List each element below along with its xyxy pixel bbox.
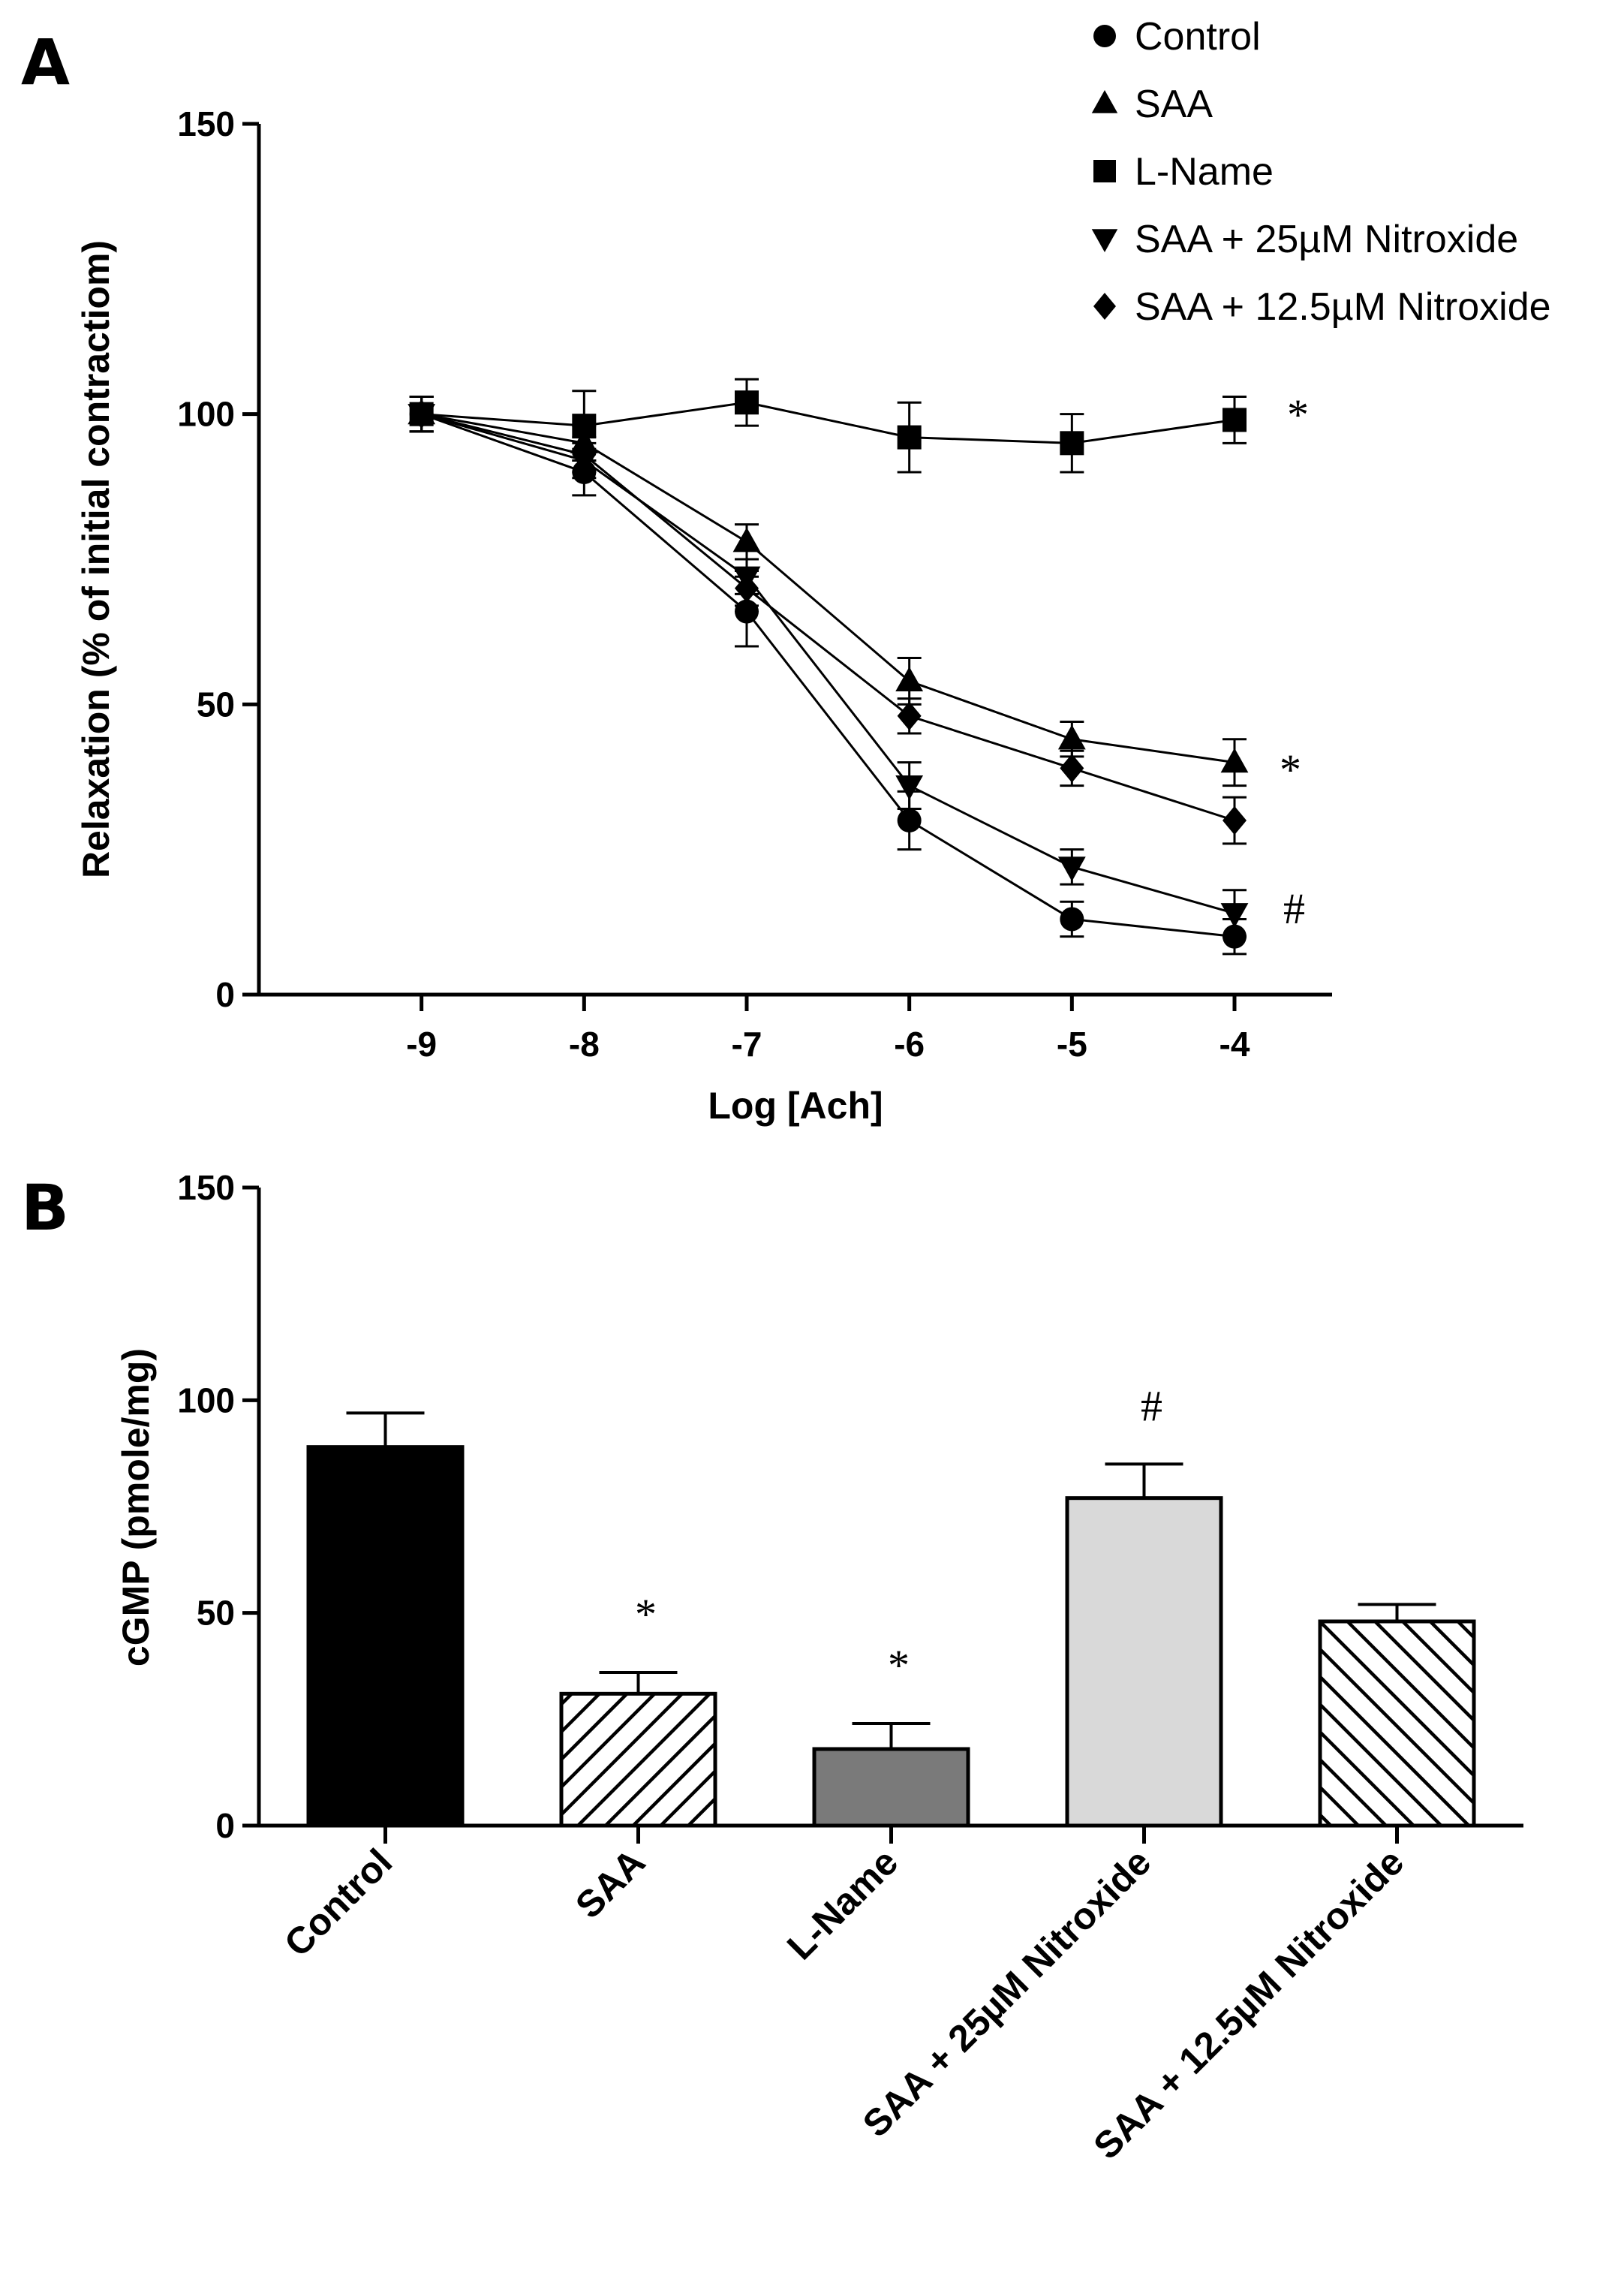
bar [1065,1496,1223,1828]
series-saa-25-m-nitroxide [408,395,1249,938]
legend-item: L-Name [1093,150,1274,194]
panel-a-x-tick-label: -4 [1220,1025,1250,1064]
panel-a-sig-nitroxide: # [1283,884,1305,933]
legend-item: Control [1093,15,1261,59]
panel-b-y-ticks: 0 50 100 150 [177,1168,259,1845]
data-point [572,440,597,469]
panel-b-y-tick-label: 150 [177,1168,235,1207]
category-label: L-Name [779,1841,906,1967]
legend-marker [1091,90,1118,113]
panel-b-y-tick-label: 0 [215,1806,235,1845]
panel-a-chart: 0 50 100 150 -9 -8 -7 -6 -5 -4 Log [Ach] Relaxat… [75,15,1551,1127]
significance-marker: # [1141,1381,1162,1430]
bar [1318,1619,1476,1828]
panel-a-y-tick-label: 150 [177,104,235,143]
panel-a-sig-saa: * [1280,745,1301,794]
panel-a-x-tick-label: -5 [1057,1025,1087,1064]
panel-a-sig-lname: * [1287,390,1309,439]
data-point [409,399,434,429]
data-point [572,414,597,438]
legend-marker [1093,160,1116,182]
series-control [409,395,1247,956]
data-point [735,574,759,603]
legend-label: Control [1135,15,1261,59]
data-point [1223,805,1247,835]
data-point [735,390,759,415]
panel-a-y-axis-title: Relaxation (% of initial contractiom) [75,240,117,878]
legend-item: SAA + 25µM Nitroxide [1091,218,1518,261]
series-line [421,401,1235,444]
data-point [895,667,924,691]
bar-group-control: Control [276,1411,465,1964]
data-point [897,425,922,450]
legend-marker [1093,25,1116,47]
significance-marker: * [635,1590,657,1639]
series-line [421,413,1235,764]
panel-a-x-tick-label: -7 [732,1025,762,1064]
series-line [421,413,1235,915]
series-line [421,413,1235,822]
data-point [1220,748,1249,773]
category-label: Control [276,1841,400,1964]
panel-a-y-ticks: 0 50 100 150 [177,104,259,1014]
panel-b-y-tick-label: 100 [177,1380,235,1419]
data-point [897,808,922,832]
data-point [1060,907,1084,932]
panel-a-x-tick-label: -8 [569,1025,600,1064]
legend-label: SAA + 12.5µM Nitroxide [1135,285,1551,329]
legend-marker [1091,229,1118,252]
panel-a-label: A [21,26,70,99]
bar-group-saa: SAA * [559,1590,717,1926]
panel-b-y-tick-label: 50 [197,1594,235,1633]
panel-b-y-axis-title: cGMP (pmole/mg) [115,1348,157,1666]
panel-a-x-axis-title: Log [Ach] [708,1085,883,1127]
bar [812,1747,970,1828]
significance-marker: * [888,1641,910,1690]
legend-label: SAA [1135,83,1213,126]
panel-a-y-tick-label: 50 [197,685,235,724]
panel-a-x-tick-label: -9 [406,1025,437,1064]
series-l-name [409,378,1247,474]
panel-a-x-tick-label: -6 [894,1025,925,1064]
legend-item: SAA + 12.5µM Nitroxide [1093,285,1551,329]
data-point [732,527,761,552]
panel-b-bars: Control SAA * L-Name * SAA + 25µM Nitroxide # S… [276,1381,1476,2167]
bar [559,1691,717,1828]
legend-label: L-Name [1135,150,1274,194]
panel-a-x-ticks: -9 -8 -7 -6 -5 -4 [406,995,1250,1064]
panel-a-y-tick-label: 100 [177,395,235,434]
data-point [895,775,924,800]
panel-a-legend: Control SAA L-Name SAA + 25µM Nitroxide SAA … [1091,15,1551,329]
legend-label: SAA + 25µM Nitroxide [1135,218,1518,261]
data-point [1060,431,1084,456]
category-label: SAA [567,1841,653,1926]
data-point [1057,856,1086,882]
panel-b-label: B [21,1171,69,1245]
data-point [897,701,922,730]
panel-a-series [408,378,1249,956]
category-label: SAA + 25µM Nitroxide [855,1841,1159,2145]
series-line [421,413,1235,938]
bar-group-l-name: L-Name * [779,1641,970,1967]
data-point [1057,724,1086,750]
data-point [1060,754,1084,783]
panel-a-y-tick-label: 0 [215,975,235,1014]
legend-marker [1093,293,1116,320]
series-saa-12-5-m-nitroxide [409,395,1247,845]
data-point [1220,903,1249,928]
bar [306,1445,465,1828]
legend-item: SAA [1091,83,1213,126]
data-point [1223,408,1247,432]
